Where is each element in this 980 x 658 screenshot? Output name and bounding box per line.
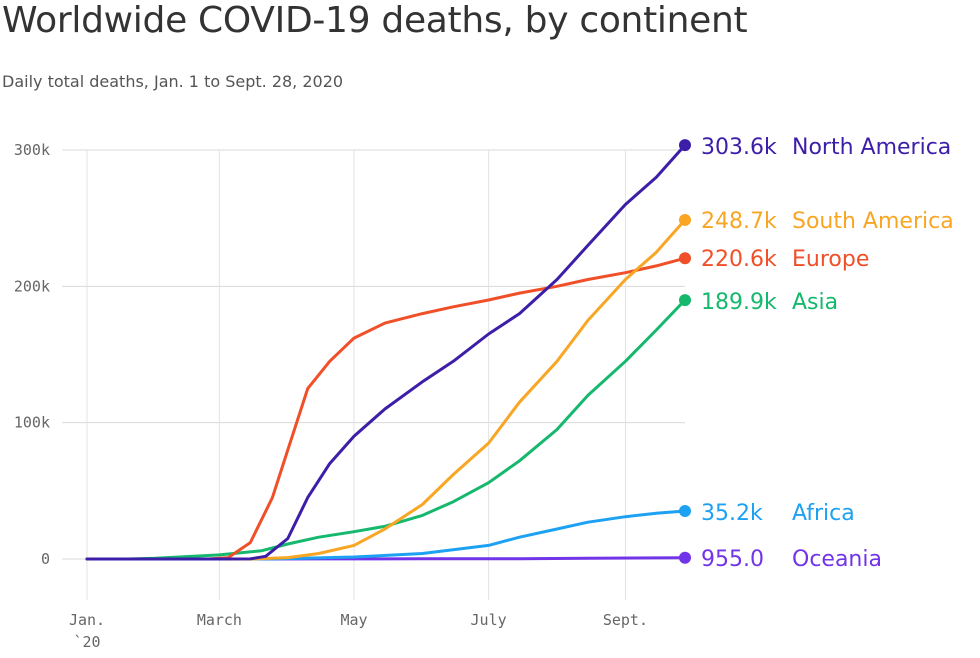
end-dot-south-america: [679, 213, 691, 226]
series-lines: [85, 143, 687, 561]
end-value-asia: 189.9k: [701, 290, 777, 315]
series-name-africa: Africa: [792, 501, 855, 526]
series-name-south-america: South America: [792, 209, 954, 234]
series-name-oceania: Oceania: [792, 547, 882, 572]
y-tick-label: 100k: [14, 414, 50, 432]
x-tick-label: May: [340, 611, 367, 629]
end-dot-north-america: [679, 139, 691, 152]
end-dot-asia: [679, 294, 691, 307]
series-line-asia: [85, 298, 687, 561]
series-line-africa: [85, 509, 687, 561]
series-name-europe: Europe: [792, 247, 869, 272]
series-line-europe: [85, 256, 687, 561]
x-tick-label: Sept.: [603, 611, 648, 629]
series-line-south-america: [85, 218, 687, 561]
chart-title: Worldwide COVID-19 deaths, by continent: [2, 0, 748, 41]
x-tick-label: `20: [73, 633, 100, 651]
x-tick-label: March: [197, 611, 242, 629]
end-dot-africa: [679, 505, 691, 518]
end-value-europe: 220.6k: [701, 247, 777, 272]
y-tick-label: 300k: [14, 141, 50, 159]
end-value-south-america: 248.7k: [701, 209, 777, 234]
chart-subtitle: Daily total deaths, Jan. 1 to Sept. 28, …: [2, 72, 344, 91]
x-tick-label: Jan.: [69, 611, 105, 629]
end-dot-europe: [679, 252, 691, 265]
grid: [62, 149, 685, 600]
series-name-asia: Asia: [792, 290, 838, 315]
x-tick-label: July: [471, 611, 507, 629]
y-tick-label: 200k: [14, 277, 50, 295]
end-value-oceania: 955.0: [701, 547, 764, 572]
end-value-africa: 35.2k: [701, 501, 763, 526]
series-name-north-america: North America: [792, 135, 951, 160]
end-dot-oceania: [679, 551, 691, 564]
y-tick-label: 0: [41, 550, 50, 568]
end-value-north-america: 303.6k: [701, 135, 777, 160]
series-line-north-america: [85, 143, 687, 561]
